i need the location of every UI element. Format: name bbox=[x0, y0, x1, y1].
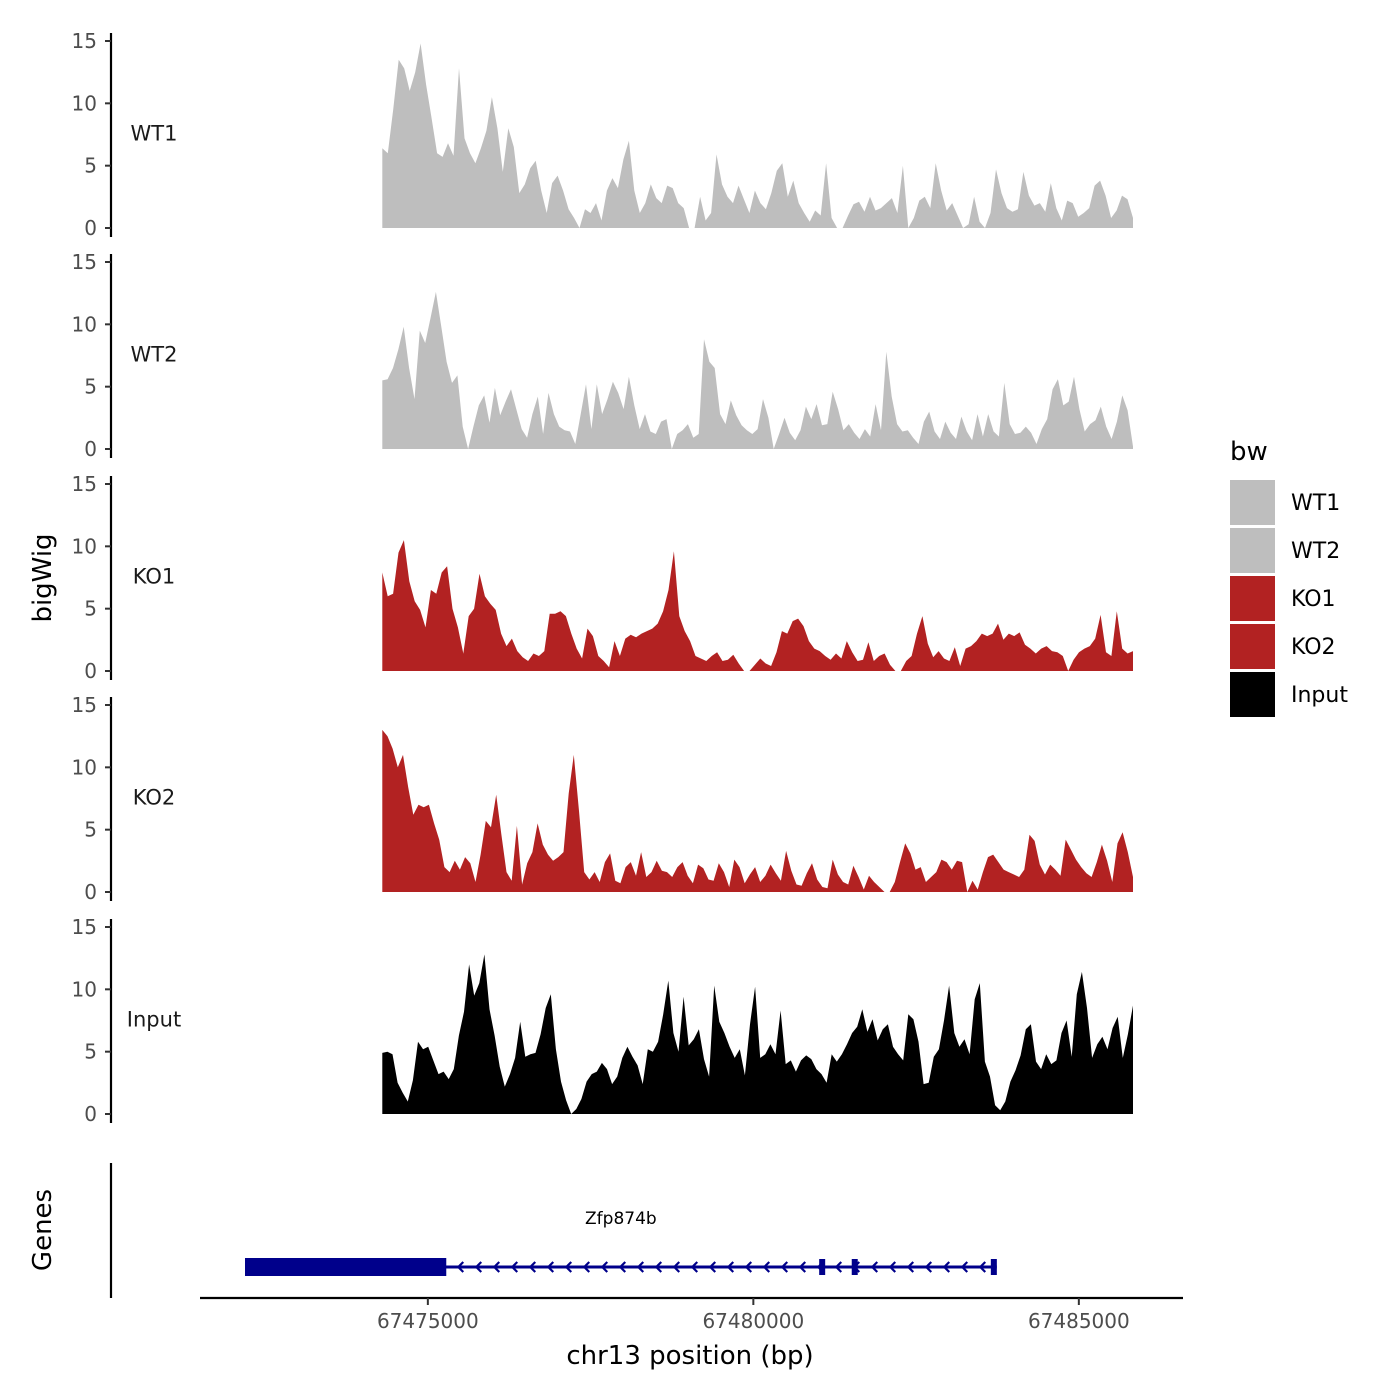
track-input: 0 5 10 15 Input bbox=[72, 915, 1133, 1126]
y-tick-label: 5 bbox=[84, 1040, 97, 1064]
x-axis-title: chr13 position (bp) bbox=[566, 1341, 813, 1371]
track-ko2: 0 5 10 15 KO2 bbox=[72, 693, 1133, 904]
strand-arrow bbox=[798, 1261, 807, 1273]
legend-key-ko2 bbox=[1230, 624, 1275, 669]
legend-label: WT2 bbox=[1291, 539, 1340, 564]
strand-arrow bbox=[546, 1261, 555, 1273]
coverage-area-input bbox=[382, 954, 1133, 1114]
y-tick-label: 10 bbox=[72, 534, 97, 558]
strand-arrow bbox=[780, 1261, 789, 1273]
gene-exon bbox=[851, 1259, 858, 1275]
x-axis: 67475000 67480000 67485000 bbox=[200, 1296, 1183, 1333]
track-label: KO1 bbox=[133, 565, 176, 589]
legend-label: WT1 bbox=[1291, 491, 1340, 516]
y-tick-label: 0 bbox=[84, 659, 97, 683]
y-tick-label: 10 bbox=[72, 755, 97, 779]
y-tick-label: 5 bbox=[84, 818, 97, 842]
strand-arrow bbox=[474, 1261, 483, 1273]
legend-label: KO1 bbox=[1291, 587, 1336, 612]
strand-arrow bbox=[978, 1261, 987, 1273]
strand-arrow bbox=[870, 1261, 879, 1273]
strand-arrow bbox=[690, 1261, 699, 1273]
strand-arrow bbox=[924, 1261, 933, 1273]
y-tick-label: 15 bbox=[72, 693, 97, 717]
strand-arrow bbox=[618, 1261, 627, 1273]
strand-arrow bbox=[726, 1261, 735, 1273]
strand-arrow bbox=[708, 1261, 717, 1273]
strand-arrow bbox=[762, 1261, 771, 1273]
y-axis-title: bigWig bbox=[28, 533, 58, 622]
y-tick-label: 15 bbox=[72, 472, 97, 496]
track-wt1: 0 5 10 15 WT1 bbox=[72, 29, 1133, 240]
strand-arrow bbox=[942, 1261, 951, 1273]
gene-exon bbox=[819, 1259, 826, 1275]
genes-panel: Genes Zfp874b bbox=[28, 1163, 997, 1298]
strand-arrow bbox=[510, 1261, 519, 1273]
strand-arrow bbox=[888, 1261, 897, 1273]
strand-arrow bbox=[906, 1261, 915, 1273]
strand-arrow bbox=[636, 1261, 645, 1273]
y-tick-label: 5 bbox=[84, 597, 97, 621]
strand-arrow bbox=[528, 1261, 537, 1273]
legend-key-ko1 bbox=[1230, 576, 1275, 621]
legend-label: Input bbox=[1291, 683, 1348, 708]
strand-arrow bbox=[834, 1261, 843, 1273]
track-label: WT2 bbox=[131, 343, 178, 367]
y-tick-label: 5 bbox=[84, 154, 97, 178]
y-tick-label: 15 bbox=[72, 29, 97, 53]
strand-arrow bbox=[582, 1261, 591, 1273]
y-tick-label: 5 bbox=[84, 375, 97, 399]
track-ko1: 0 5 10 15 KO1 bbox=[72, 472, 1133, 683]
y-tick-label: 0 bbox=[84, 437, 97, 461]
y-tick-label: 10 bbox=[72, 91, 97, 115]
y-tick-label: 10 bbox=[72, 977, 97, 1001]
y-tick-label: 0 bbox=[84, 216, 97, 240]
strand-arrow bbox=[492, 1261, 501, 1273]
strand-arrow bbox=[600, 1261, 609, 1273]
gene-models: Zfp874b bbox=[245, 1209, 997, 1276]
track-label: KO2 bbox=[133, 786, 176, 810]
x-tick-label: 67480000 bbox=[702, 1309, 804, 1333]
strand-arrow bbox=[654, 1261, 663, 1273]
y-tick-label: 0 bbox=[84, 1102, 97, 1126]
x-tick-label: 67485000 bbox=[1028, 1309, 1130, 1333]
coverage-area-wt2 bbox=[382, 291, 1133, 449]
gene-exon bbox=[990, 1259, 997, 1275]
coverage-area-ko2 bbox=[382, 729, 1133, 892]
strand-arrow bbox=[456, 1261, 465, 1273]
y-tick-label: 15 bbox=[72, 250, 97, 274]
track-wt2: 0 5 10 15 WT2 bbox=[72, 250, 1133, 461]
strand-arrow bbox=[744, 1261, 753, 1273]
strand-arrow bbox=[960, 1261, 969, 1273]
gene-exon bbox=[245, 1258, 447, 1276]
y-tick-label: 10 bbox=[72, 312, 97, 336]
y-tick-label: 0 bbox=[84, 880, 97, 904]
legend-key-wt2 bbox=[1230, 528, 1275, 573]
x-tick-label: 67475000 bbox=[377, 1309, 479, 1333]
gene-name-label: Zfp874b bbox=[585, 1209, 657, 1229]
legend-title: bw bbox=[1230, 437, 1268, 467]
y-tick-label: 15 bbox=[72, 915, 97, 939]
legend-label: KO2 bbox=[1291, 635, 1336, 660]
genes-axis-title: Genes bbox=[28, 1189, 58, 1271]
legend: bw WT1 WT2 KO1 KO2 Input bbox=[1230, 437, 1348, 717]
coverage-area-wt1 bbox=[382, 43, 1133, 228]
track-label: WT1 bbox=[131, 122, 178, 146]
legend-key-input bbox=[1230, 672, 1275, 717]
legend-key-wt1 bbox=[1230, 480, 1275, 525]
track-label: Input bbox=[127, 1008, 181, 1032]
strand-arrow bbox=[564, 1261, 573, 1273]
coverage-area-ko1 bbox=[382, 540, 1133, 671]
strand-arrow bbox=[672, 1261, 681, 1273]
bigwig-tracks: 0 5 10 15 WT1 0 5 10 15 WT2 0 5 10 15 KO1 0 5 10 15 KO2 0 5 10… bbox=[72, 29, 1133, 1126]
